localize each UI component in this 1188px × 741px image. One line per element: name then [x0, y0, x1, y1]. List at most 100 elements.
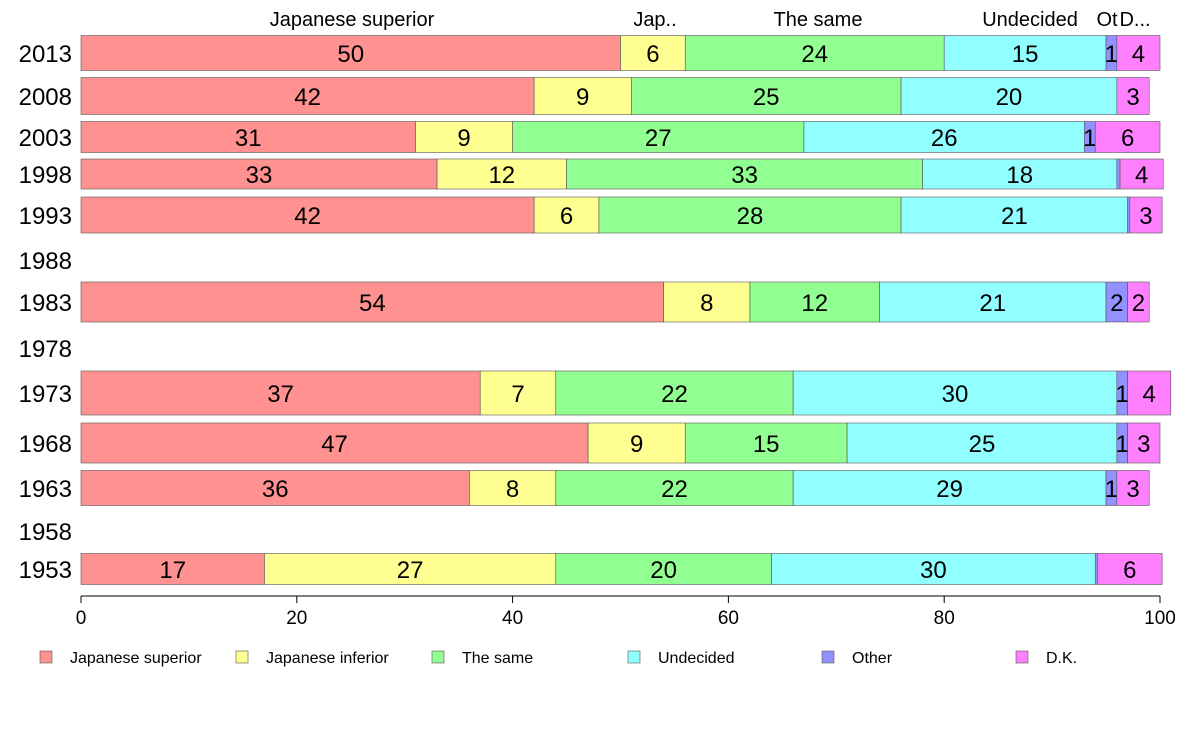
bar-segment — [1127, 370, 1172, 416]
bar-segment — [555, 553, 772, 585]
bar-segment — [792, 370, 1118, 416]
segment-value-label: 20 — [650, 557, 677, 584]
segment-value-label: 6 — [1123, 557, 1136, 584]
segment-value-label: 36 — [262, 476, 289, 503]
bar-segment — [80, 422, 589, 464]
bar-segment — [1116, 470, 1150, 506]
column-header-label: Japanese superior — [270, 9, 435, 31]
bar-segment — [630, 77, 902, 115]
bar-segment — [533, 196, 600, 234]
segment-value-label: 20 — [996, 84, 1023, 111]
bar-segment — [922, 158, 1118, 190]
segment-value-label: 6 — [646, 41, 659, 68]
segment-value-label: 15 — [753, 431, 780, 458]
legend-swatch — [39, 650, 53, 664]
bar-segment — [1116, 77, 1150, 115]
bar-segment — [512, 121, 805, 153]
segment-value-label: 15 — [1012, 41, 1039, 68]
legend-label: Japanese inferior — [266, 650, 389, 667]
segment-value-label: 7 — [511, 381, 524, 408]
legend-swatch — [821, 650, 835, 664]
segment-value-label: 4 — [1135, 162, 1148, 189]
segment-value-label: 33 — [246, 162, 273, 189]
legend-label: The same — [462, 650, 533, 667]
segment-value-label: 2 — [1110, 290, 1123, 317]
segment-value-label: 9 — [576, 84, 589, 111]
bar-segment — [80, 470, 470, 506]
bar-segment — [900, 196, 1128, 234]
segment-value-label: 37 — [267, 381, 294, 408]
bar-segment — [684, 422, 848, 464]
segment-value-label: 47 — [321, 431, 348, 458]
segment-value-label: 24 — [801, 41, 828, 68]
legend-label: Japanese superior — [70, 650, 202, 667]
bar-segment — [587, 422, 686, 464]
legend-label: Other — [852, 650, 893, 667]
segment-value-label: 12 — [801, 290, 828, 317]
column-header-label: Undecided — [982, 9, 1078, 31]
bar-segment — [1116, 35, 1161, 71]
year-label: 2003 — [19, 125, 72, 152]
segment-value-label: 33 — [731, 162, 758, 189]
segment-value-label: 27 — [645, 125, 672, 152]
x-tick-label: 100 — [1144, 608, 1176, 629]
segment-value-label: 3 — [1137, 431, 1150, 458]
segment-value-label: 4 — [1132, 41, 1145, 68]
segment-value-label: 8 — [506, 476, 519, 503]
bar-segment — [566, 158, 923, 190]
bar-segment — [555, 470, 794, 506]
bar-segment — [1127, 281, 1150, 323]
bar-segment — [80, 281, 664, 323]
column-header-label: D... — [1119, 9, 1150, 31]
bar-segment — [80, 77, 535, 115]
bar-segment — [1129, 196, 1163, 234]
column-header-label: The same — [774, 9, 863, 31]
bar-segment — [479, 370, 557, 416]
bar-segment — [684, 35, 945, 71]
segment-value-label: 22 — [661, 381, 688, 408]
segment-value-label: 4 — [1143, 381, 1156, 408]
segment-value-label: 25 — [753, 84, 780, 111]
bar-segment — [80, 196, 535, 234]
bar-segment — [792, 470, 1107, 506]
year-label: 1993 — [19, 203, 72, 230]
bar-segment — [1094, 553, 1098, 585]
x-tick-label: 80 — [934, 608, 955, 629]
bar-segment — [1119, 158, 1164, 190]
column-header-label: Ot — [1096, 9, 1118, 31]
segment-value-label: 42 — [294, 203, 321, 230]
year-label: 1958 — [19, 519, 72, 546]
bar-segment — [469, 470, 557, 506]
year-label: 1998 — [19, 162, 72, 189]
bar-segment — [80, 121, 416, 153]
year-label: 2008 — [19, 84, 72, 111]
segment-value-label: 28 — [737, 203, 764, 230]
segment-value-label: 2 — [1132, 290, 1145, 317]
segment-value-label: 6 — [1121, 125, 1134, 152]
segment-value-label: 26 — [931, 125, 958, 152]
bar-segment — [943, 35, 1107, 71]
segment-value-label: 1 — [1105, 41, 1118, 68]
legend-swatch — [627, 650, 641, 664]
segment-value-label: 27 — [397, 557, 424, 584]
bar-segment — [1127, 196, 1131, 234]
segment-value-label: 12 — [488, 162, 515, 189]
bar-segment — [749, 281, 880, 323]
segment-value-label: 1 — [1116, 381, 1129, 408]
segment-value-label: 54 — [359, 290, 386, 317]
year-label: 1988 — [19, 248, 72, 275]
x-tick-label: 20 — [286, 608, 307, 629]
segment-value-label: 17 — [159, 557, 186, 584]
segment-value-label: 1 — [1116, 431, 1129, 458]
segment-value-label: 21 — [1001, 203, 1028, 230]
bar-segment — [803, 121, 1085, 153]
legend-swatch — [431, 650, 445, 664]
segment-value-label: 25 — [969, 431, 996, 458]
legend-swatch — [1015, 650, 1029, 664]
bar-segment — [771, 553, 1096, 585]
bar-segment — [846, 422, 1118, 464]
year-label: 1973 — [19, 381, 72, 408]
bar-segment — [1127, 422, 1161, 464]
year-label: 2013 — [19, 41, 72, 68]
